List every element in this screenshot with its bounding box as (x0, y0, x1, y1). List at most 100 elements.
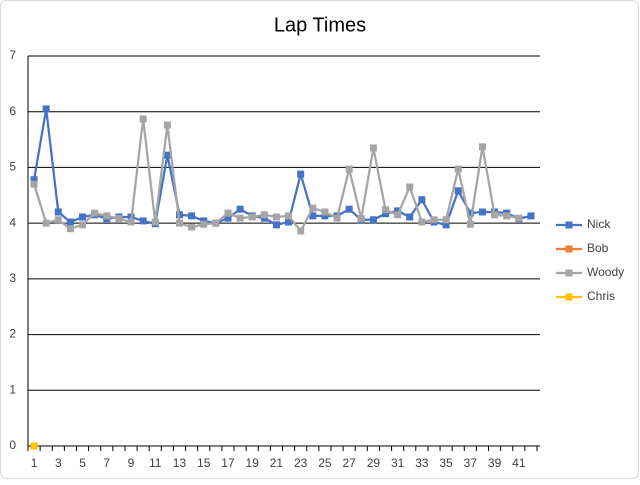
x-tick-label: 15 (197, 456, 211, 470)
x-tick-label: 9 (128, 456, 135, 470)
marker (345, 165, 353, 173)
marker (115, 215, 123, 223)
marker (30, 442, 38, 450)
x-tick-label: 39 (488, 456, 502, 470)
marker (163, 121, 171, 129)
marker (272, 213, 280, 221)
marker (248, 213, 256, 221)
legend-label: Bob (587, 241, 609, 255)
marker (30, 176, 38, 184)
marker (236, 214, 244, 222)
marker (42, 219, 50, 227)
legend-label: Chris (587, 289, 615, 303)
marker (406, 213, 414, 221)
marker (418, 218, 426, 226)
x-tick-label: 3 (55, 456, 62, 470)
marker (54, 208, 62, 216)
x-tick-label: 23 (294, 456, 308, 470)
marker (454, 165, 462, 173)
y-tick-label: 7 (9, 48, 16, 62)
y-tick-label: 2 (9, 327, 16, 341)
marker (515, 214, 523, 222)
x-tick-label: 17 (221, 456, 235, 470)
legend-marker (565, 293, 573, 301)
marker (297, 227, 305, 235)
marker (430, 216, 438, 224)
marker (103, 212, 111, 220)
marker (79, 221, 87, 229)
chart-title: Lap Times (274, 14, 366, 36)
marker (224, 214, 232, 222)
marker (478, 208, 486, 216)
x-tick-label: 35 (439, 456, 453, 470)
marker (260, 211, 268, 219)
marker (309, 204, 317, 212)
y-tick-label: 3 (9, 271, 16, 285)
marker (333, 214, 341, 222)
marker (163, 151, 171, 159)
marker (54, 216, 62, 224)
x-tick-label: 27 (342, 456, 356, 470)
marker (491, 211, 499, 219)
marker (478, 143, 486, 151)
x-tick-label: 11 (149, 456, 162, 470)
marker (139, 115, 147, 123)
marker (200, 220, 208, 228)
y-tick-label: 5 (9, 160, 16, 174)
marker (139, 217, 147, 225)
legend-marker (565, 245, 573, 253)
marker (345, 205, 353, 213)
marker (151, 218, 159, 226)
marker (188, 223, 196, 231)
marker (285, 212, 293, 220)
marker (527, 212, 535, 220)
marker (309, 212, 317, 220)
marker (79, 213, 87, 221)
marker (30, 180, 38, 188)
x-tick-label: 13 (173, 456, 187, 470)
y-tick-label: 1 (9, 382, 16, 396)
marker (272, 221, 280, 229)
marker (236, 205, 244, 213)
marker (369, 144, 377, 152)
marker (224, 209, 232, 217)
marker (418, 196, 426, 204)
marker (382, 210, 390, 218)
x-tick-label: 41 (512, 456, 526, 470)
x-tick-label: 29 (367, 456, 381, 470)
y-tick-label: 0 (9, 438, 16, 452)
marker (297, 170, 305, 178)
legend-marker (565, 221, 573, 229)
marker (466, 220, 474, 228)
legend-marker (565, 269, 573, 277)
marker (127, 218, 135, 226)
marker (466, 209, 474, 217)
y-tick-label: 6 (9, 104, 16, 118)
x-tick-label: 33 (415, 456, 429, 470)
marker (321, 212, 329, 220)
marker (285, 218, 293, 226)
x-tick-label: 31 (391, 456, 405, 470)
legend-label: Nick (587, 217, 611, 231)
x-tick-label: 25 (318, 456, 332, 470)
marker (42, 105, 50, 113)
marker (369, 216, 377, 224)
marker (175, 219, 183, 227)
marker (503, 212, 511, 220)
x-tick-label: 21 (270, 456, 284, 470)
marker (212, 219, 220, 227)
marker (442, 216, 450, 224)
marker (357, 215, 365, 223)
marker (454, 187, 462, 195)
marker (406, 183, 414, 191)
marker (188, 212, 196, 220)
x-tick-label: 37 (464, 456, 478, 470)
marker (66, 218, 74, 226)
x-tick-label: 7 (103, 456, 110, 470)
marker (442, 221, 450, 229)
marker (382, 206, 390, 214)
x-tick-label: 1 (31, 456, 38, 470)
marker (321, 208, 329, 216)
